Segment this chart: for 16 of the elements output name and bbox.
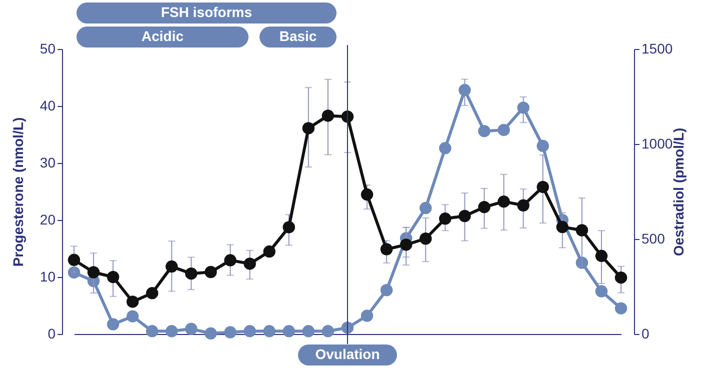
y-tick-label: 50 bbox=[40, 40, 56, 56]
y2-tick-label: 0 bbox=[642, 326, 650, 342]
text: FSH isoforms bbox=[160, 4, 252, 20]
y-tick-label: 10 bbox=[40, 268, 56, 284]
text: Basic bbox=[279, 28, 317, 44]
y-tick-label: 0 bbox=[48, 326, 56, 342]
y-tick-label: 20 bbox=[40, 212, 56, 228]
y2-tick-label: 1500 bbox=[642, 40, 673, 56]
text: Acidic bbox=[141, 28, 184, 44]
y-axis-title: Progesterone (nmol/L) bbox=[10, 117, 26, 267]
y2-tick-label: 500 bbox=[642, 230, 666, 246]
y2-axis-title: Oestradiol (pmol/L) bbox=[670, 128, 687, 256]
y-tick-label: 30 bbox=[40, 154, 56, 170]
y2-tick-label: 1000 bbox=[642, 136, 673, 152]
text: Ovulation bbox=[315, 346, 380, 362]
y-tick-label: 40 bbox=[40, 98, 56, 114]
